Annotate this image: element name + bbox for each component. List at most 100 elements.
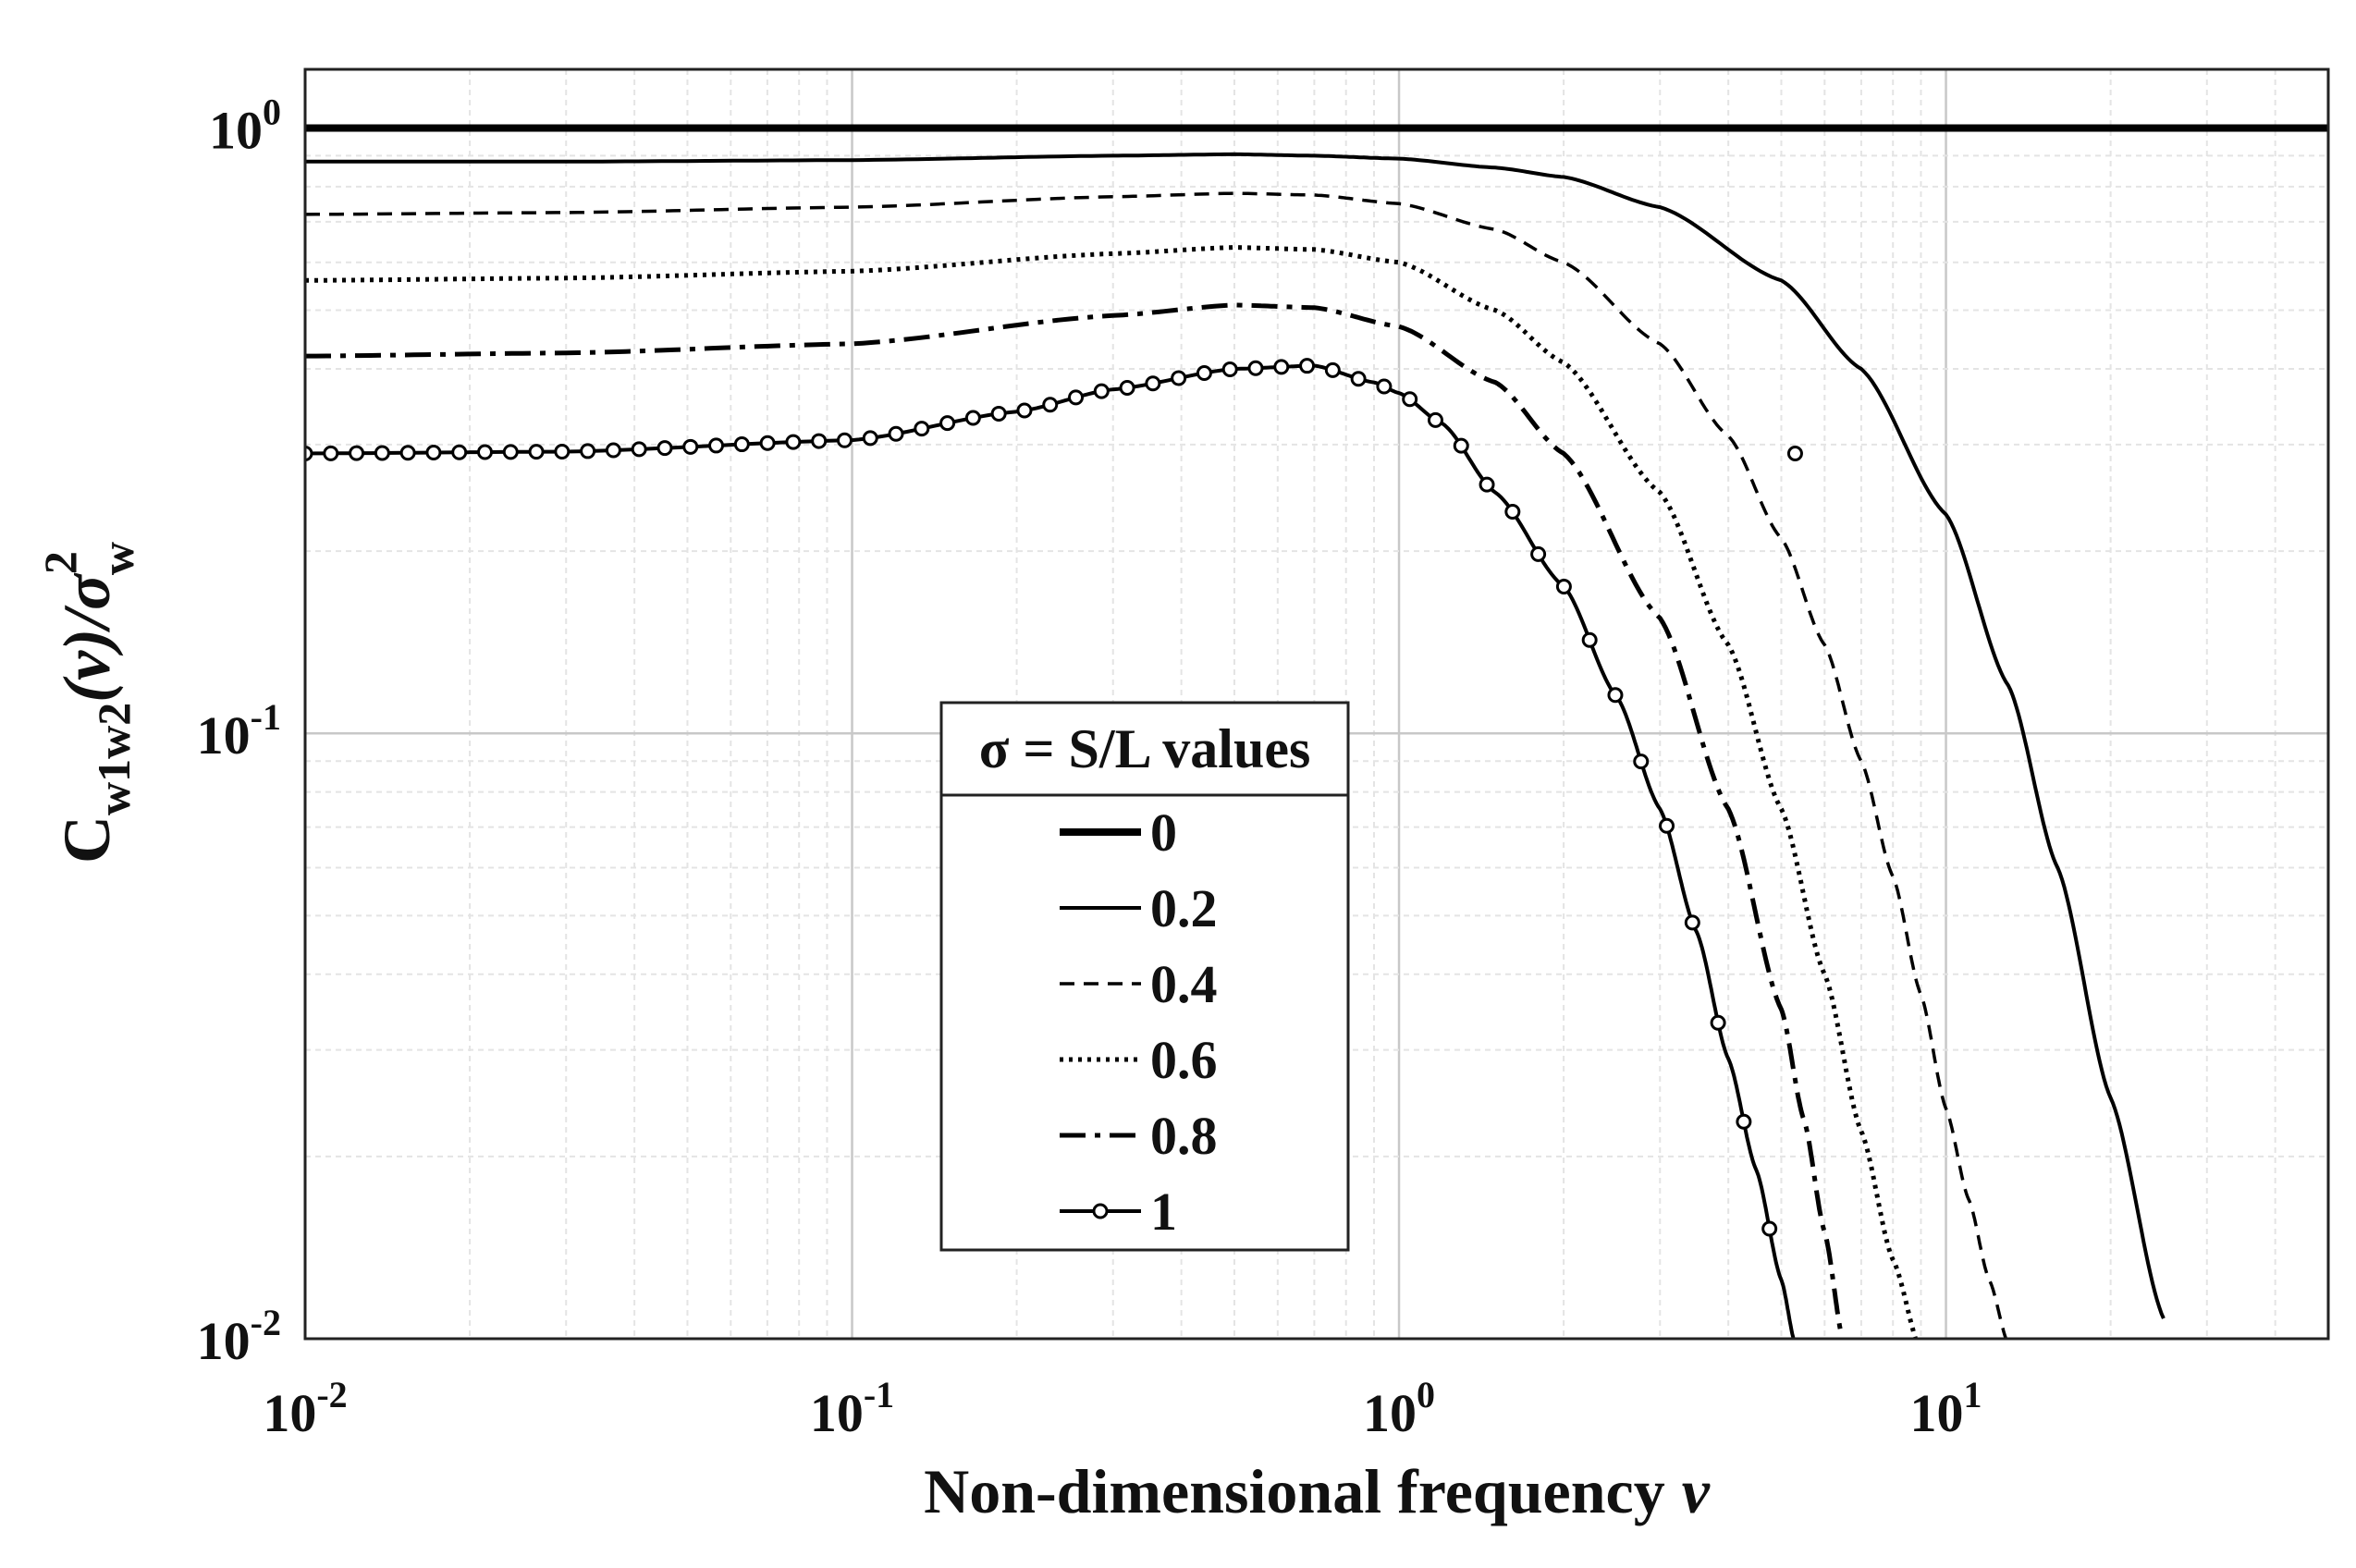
series-marker-1 — [580, 443, 596, 459]
series-marker-1 — [1607, 687, 1624, 704]
series-marker-1 — [1710, 1014, 1726, 1031]
x-tick-labels: 10-2 10-1 100 101 — [263, 1374, 1982, 1443]
x-tick-label-exp: -1 — [864, 1374, 894, 1415]
x-axis-label-symbol: ν — [1682, 1456, 1711, 1526]
legend-label-0: 0 — [1150, 802, 1177, 863]
series-line-0.2 — [305, 152, 2166, 1319]
x-tick-label-base: 10 — [810, 1383, 864, 1443]
x-tick-label-exp: 0 — [1417, 1374, 1435, 1415]
series-marker-1 — [939, 415, 956, 432]
series-marker-1 — [1427, 411, 1443, 428]
y-tick-label: 100 — [209, 91, 281, 160]
series-marker-1 — [476, 444, 493, 460]
series-line-0.6 — [305, 245, 1919, 1339]
x-tick-label: 10-2 — [263, 1374, 347, 1443]
y-tick-label-exp: 0 — [263, 91, 281, 132]
series-marker-1 — [888, 425, 904, 442]
series-marker-1 — [1736, 1113, 1752, 1130]
y-tick-label-base: 10 — [197, 1311, 251, 1371]
series-marker-1 — [708, 437, 725, 454]
series-marker-1 — [656, 440, 673, 457]
series-marker-1 — [502, 444, 519, 460]
series-marker-1 — [1324, 361, 1341, 378]
y-tick-label-exp: -2 — [251, 1302, 281, 1343]
series-marker-1 — [451, 444, 468, 460]
series-marker-1 — [1068, 389, 1085, 406]
y-tick-label-base: 10 — [197, 705, 251, 766]
series-marker-1 — [374, 445, 390, 461]
series-marker-1 — [1530, 545, 1547, 562]
series-marker-1 — [605, 442, 621, 459]
series-marker-1 — [305, 445, 313, 461]
x-tick-label: 100 — [1363, 1374, 1435, 1443]
y-label-sup: 2 — [34, 551, 86, 574]
series-marker-1 — [1119, 379, 1135, 396]
series-marker-1 — [862, 430, 878, 447]
series-marker-1 — [811, 433, 828, 449]
x-tick-label-exp: -2 — [316, 1374, 347, 1415]
series-marker-1 — [1786, 445, 1803, 461]
series-marker-1 — [349, 445, 365, 461]
series-marker-1 — [1659, 817, 1675, 834]
series-marker-1 — [964, 410, 981, 426]
series-marker-1 — [399, 445, 416, 461]
legend: σ = S/L values 0 0.2 0.4 0.6 0.8 1 — [939, 701, 1350, 1252]
y-label-sub2: w — [92, 542, 143, 575]
legend-title: σ = S/L values — [979, 718, 1311, 779]
series-marker-1 — [785, 434, 802, 450]
series-marker-1 — [1376, 378, 1393, 395]
y-tick-label-exp: -1 — [251, 696, 281, 738]
series-marker-1 — [914, 421, 930, 437]
series-marker-1 — [1145, 375, 1161, 392]
series-marker-1 — [323, 445, 339, 461]
plot-frame — [303, 67, 2330, 1341]
x-axis-label: Non-dimensional frequency ν — [924, 1456, 1711, 1526]
legend-entries: 0 0.2 0.4 0.6 0.8 1 — [1060, 802, 1218, 1242]
legend-label-1: 1 — [1150, 1182, 1177, 1242]
series-marker-1 — [425, 445, 442, 461]
series-marker-1 — [1684, 914, 1700, 931]
series-marker-1 — [1402, 391, 1418, 408]
series-marker-1 — [1042, 397, 1059, 413]
series-marker-1 — [1479, 476, 1495, 493]
series-marker-1 — [1453, 437, 1469, 454]
x-tick-label-base: 10 — [1910, 1383, 1964, 1443]
series-marker-1 — [1093, 383, 1110, 399]
x-tick-label-base: 10 — [1363, 1383, 1417, 1443]
legend-label-0.8: 0.8 — [1150, 1106, 1218, 1166]
series-marker-1 — [1555, 578, 1572, 594]
series-marker-1 — [554, 444, 571, 460]
x-tick-label: 10-1 — [810, 1374, 894, 1443]
x-axis-label-text: Non-dimensional frequency — [924, 1456, 1665, 1526]
legend-marker-1 — [1092, 1203, 1109, 1219]
series-line-0.8 — [305, 302, 1845, 1339]
series-marker-1 — [990, 405, 1007, 422]
series-layer — [305, 124, 2328, 1339]
series-marker-1 — [1273, 359, 1290, 375]
y-tick-label: 10-2 — [197, 1302, 281, 1371]
y-axis-label: Cw1w2(ν)/σ2 w — [34, 542, 143, 864]
y-label-sub: w1w2 — [88, 703, 140, 815]
series-marker-1 — [733, 436, 750, 453]
legend-box — [939, 701, 1350, 1252]
series-marker-1 — [836, 432, 853, 448]
series-marker-1 — [1247, 360, 1264, 376]
series-marker-1 — [528, 444, 545, 460]
legend-label-0.4: 0.4 — [1150, 954, 1218, 1014]
series-marker-1 — [1581, 631, 1598, 648]
legend-label-0.2: 0.2 — [1150, 878, 1218, 938]
x-tick-label: 101 — [1910, 1374, 1982, 1443]
y-label-mid: (ν)/σ — [50, 572, 124, 703]
legend-label-0.6: 0.6 — [1150, 1030, 1218, 1090]
x-tick-label-exp: 1 — [1964, 1374, 1982, 1415]
series-marker-1 — [1196, 364, 1212, 381]
series-marker-1 — [1504, 504, 1521, 521]
series-marker-1 — [1016, 402, 1033, 419]
series-marker-1 — [1350, 371, 1367, 387]
series-marker-1 — [1633, 753, 1650, 770]
y-label-main: C — [50, 815, 124, 864]
series-marker-1 — [759, 435, 776, 451]
series-line-0.4 — [305, 191, 2008, 1339]
